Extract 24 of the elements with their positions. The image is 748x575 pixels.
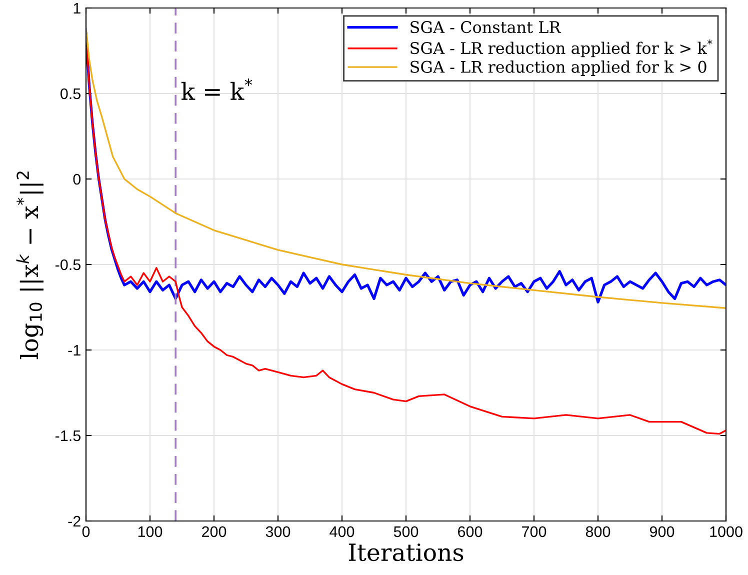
- y-tick-label: -1.5: [55, 430, 80, 442]
- y-tick-label: 0: [73, 174, 81, 185]
- y-tick-label: 1: [74, 3, 80, 14]
- x-tick-label: 100: [138, 526, 162, 538]
- x-tick-label: 0: [82, 526, 90, 538]
- legend-label: SGA - Constant LR: [410, 21, 562, 34]
- y-tick-label: -2: [68, 516, 80, 527]
- x-tick-label: 500: [394, 526, 418, 538]
- legend-label: SGA - LR reduction applied for k > 0: [410, 60, 706, 76]
- x-tick-label: 700: [522, 526, 546, 538]
- ref-line-label: k = k$^{*}$: [181, 78, 252, 100]
- y-tick-label: -1: [68, 345, 80, 356]
- x-tick-label: 300: [266, 526, 290, 538]
- x-tick-label: 800: [586, 526, 610, 538]
- x-tick-label: 400: [330, 526, 354, 538]
- y-axis-title: log$_{10}$ ||x$^{k}$ − x$^{*}$||$^{2}$: [16, 172, 44, 360]
- x-tick-label: 600: [458, 526, 482, 538]
- x-tick-label: 900: [650, 526, 674, 538]
- legend-label: SGA - LR reduction applied for k > k$^{*}$: [410, 39, 712, 58]
- x-tick-label: 200: [202, 526, 226, 538]
- y-tick-label: -0.5: [55, 259, 80, 270]
- y-tick-label: 0.5: [60, 88, 80, 100]
- x-tick-label: 1000: [710, 526, 742, 538]
- x-axis-title: Iterations: [348, 543, 464, 562]
